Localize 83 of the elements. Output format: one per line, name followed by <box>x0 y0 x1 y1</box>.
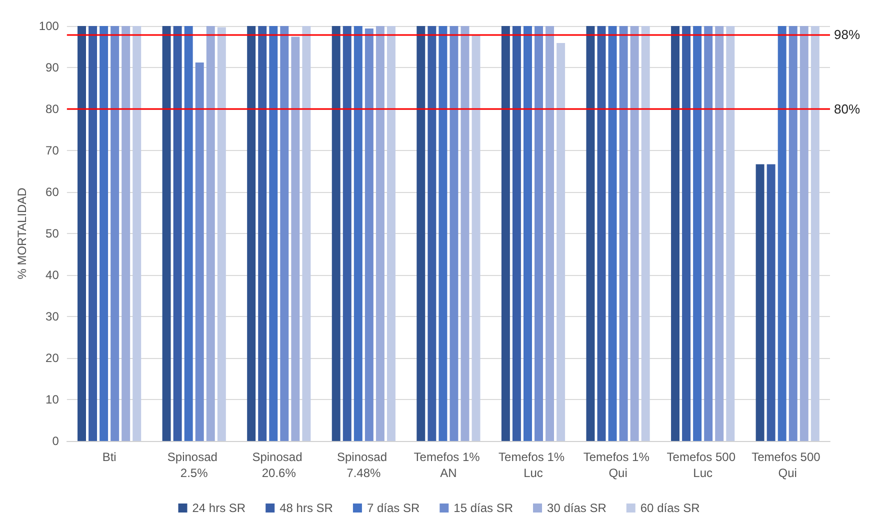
ref-line-label: 98% <box>834 26 860 42</box>
x-tick-label: Temefos 1% AN <box>414 450 484 480</box>
x-tick-label: Temefos 500 Qui <box>752 450 824 480</box>
bar <box>810 26 820 441</box>
bar <box>206 26 215 441</box>
bar <box>546 26 554 441</box>
bar <box>704 26 713 441</box>
y-tick-label: 50 <box>46 226 60 240</box>
bar <box>501 26 510 441</box>
x-tick-label: Temefos 500 Luc <box>666 450 739 480</box>
bar <box>693 26 702 441</box>
bar <box>766 164 776 441</box>
x-tick-label: Bti <box>102 450 116 464</box>
bar <box>523 26 532 441</box>
bar <box>428 26 436 441</box>
x-tick-label: Spinosad 7.48% <box>336 450 390 480</box>
y-tick-label: 100 <box>38 19 60 33</box>
bar <box>332 26 340 441</box>
x-tick-label: Spinosad 2.5% <box>167 450 221 480</box>
bar <box>450 26 458 441</box>
bar <box>438 26 448 441</box>
bar <box>100 26 108 441</box>
y-tick-label: 10 <box>46 392 60 406</box>
x-tick-label: Temefos 1% Qui <box>583 450 653 480</box>
bar <box>269 26 278 441</box>
bar <box>619 26 628 441</box>
bar <box>364 28 374 441</box>
bar <box>258 26 267 441</box>
y-tick-label: 30 <box>46 310 60 324</box>
legend-label: 24 hrs SR <box>192 501 246 515</box>
bar <box>726 26 735 441</box>
bar <box>184 26 193 441</box>
bar <box>800 26 808 441</box>
y-tick-label: 40 <box>46 268 60 282</box>
bar <box>173 26 182 441</box>
bar <box>386 26 396 441</box>
bar <box>682 26 691 441</box>
bar <box>756 164 764 441</box>
y-axis-title: % MORTALIDAD <box>15 187 29 280</box>
y-tick-label: 90 <box>46 60 60 74</box>
y-tick-label: 0 <box>52 434 60 448</box>
bar <box>162 26 171 441</box>
bar <box>778 26 786 441</box>
bar <box>641 26 650 441</box>
bar <box>122 26 130 441</box>
x-tick-label: Temefos 1% Luc <box>498 450 568 480</box>
bar <box>247 26 256 441</box>
bar <box>715 26 724 441</box>
bar <box>342 26 352 441</box>
legend-label: 48 hrs SR <box>280 501 334 515</box>
legend-label: 30 días SR <box>547 501 607 515</box>
bar <box>460 26 470 441</box>
bar <box>78 26 86 441</box>
bar <box>354 26 362 441</box>
y-tick-label: 60 <box>46 185 60 199</box>
bar <box>586 26 595 441</box>
bar <box>512 26 521 441</box>
bar <box>630 26 639 441</box>
bar <box>110 26 120 441</box>
bar <box>416 26 426 441</box>
bar <box>556 43 566 441</box>
legend-label: 7 días SR <box>366 501 420 515</box>
bar <box>132 26 142 441</box>
bar <box>376 26 384 441</box>
bar <box>472 36 480 441</box>
bar <box>534 26 543 441</box>
bar <box>291 36 300 441</box>
bar <box>88 26 98 441</box>
legend-label: 15 días SR <box>454 501 514 515</box>
bar <box>217 27 226 441</box>
bar <box>788 26 798 441</box>
y-tick-label: 20 <box>46 351 60 365</box>
bar <box>597 26 606 441</box>
bar <box>671 26 680 441</box>
y-tick-label: 70 <box>46 144 60 158</box>
bar <box>608 26 617 441</box>
legend-label: 60 días SR <box>640 501 700 515</box>
bar <box>302 26 311 441</box>
ref-line-label: 80% <box>834 102 860 116</box>
bar <box>280 26 289 441</box>
x-tick-label: Spinosad 20.6% <box>252 450 306 480</box>
y-tick-label: 80 <box>46 102 60 116</box>
bar <box>195 62 204 441</box>
